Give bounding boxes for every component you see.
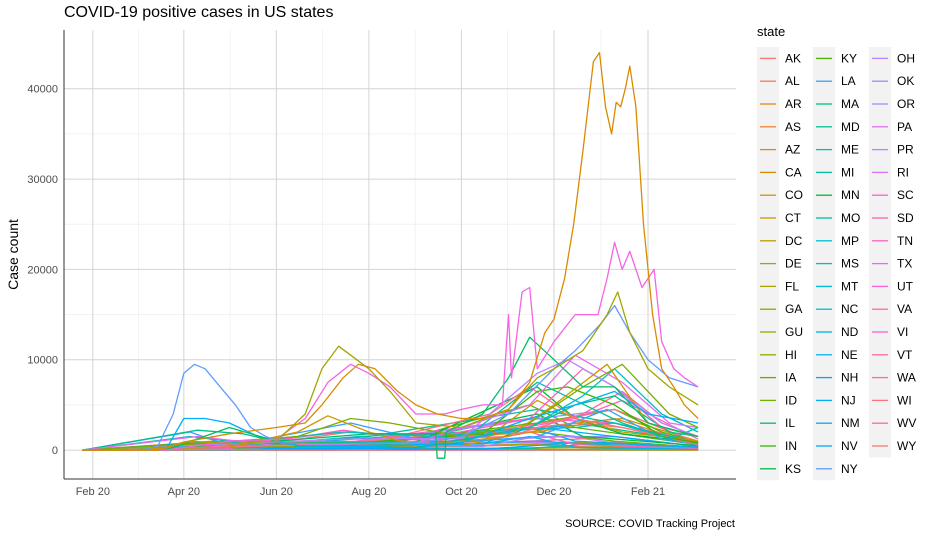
series-line-ny	[82, 304, 699, 451]
legend-label-nh: NH	[841, 371, 858, 385]
y-tick-label: 40000	[27, 84, 58, 96]
legend-label-sd: SD	[897, 211, 914, 225]
series-line-il	[82, 336, 699, 459]
legend-label-me: ME	[841, 143, 859, 157]
legend-label-wi: WI	[897, 393, 912, 407]
legend-label-as: AS	[785, 120, 801, 134]
legend-label-ia: IA	[785, 371, 796, 385]
legend-label-sc: SC	[897, 188, 914, 202]
y-tick-label: 0	[52, 445, 58, 457]
legend-label-ms: MS	[841, 257, 859, 271]
y-tick-label: 10000	[27, 355, 58, 367]
legend-label-ny: NY	[841, 462, 858, 476]
x-tick-label: Jun 20	[260, 486, 293, 498]
legend-label-ok: OK	[897, 74, 914, 88]
legend-label-gu: GU	[785, 325, 803, 339]
x-tick-label: Apr 20	[168, 486, 200, 498]
legend-label-nj: NJ	[841, 393, 856, 407]
legend-label-pa: PA	[897, 120, 912, 134]
legend-label-mn: MN	[841, 188, 860, 202]
legend-label-id: ID	[785, 393, 797, 407]
legend-label-la: LA	[841, 74, 856, 88]
legend-label-nd: ND	[841, 325, 859, 339]
series-line-nj	[82, 390, 699, 451]
legend-label-nc: NC	[841, 302, 859, 316]
legend-label-co: CO	[785, 188, 803, 202]
caption: SOURCE: COVID Tracking Project	[565, 518, 735, 530]
legend-label-fl: FL	[785, 279, 799, 293]
x-tick-label: Dec 20	[537, 486, 572, 498]
legend-label-ak: AK	[785, 51, 801, 65]
axes: 0 10000 20000 30000 40000 Feb 20 Apr 20 Jun 20 A…	[5, 30, 736, 498]
x-tick-label: Oct 20	[445, 486, 477, 498]
legend-label-wa: WA	[897, 371, 916, 385]
chart-title: COVID-19 positive cases in US states	[64, 4, 334, 21]
legend-label-il: IL	[785, 416, 795, 430]
legend-label-hi: HI	[785, 348, 797, 362]
legend-label-ut: UT	[897, 279, 914, 293]
legend-label-ky: KY	[841, 51, 857, 65]
legend-label-ga: GA	[785, 302, 802, 316]
legend-label-vi: VI	[897, 325, 908, 339]
legend-label-de: DE	[785, 257, 802, 271]
legend-label-tn: TN	[897, 234, 913, 248]
y-axis-title: Case count	[5, 219, 21, 290]
y-tick-label: 30000	[27, 174, 58, 186]
legend-label-md: MD	[841, 120, 860, 134]
legend-label-ca: CA	[785, 165, 802, 179]
series-line-pa	[82, 354, 699, 451]
series-line-co	[82, 399, 699, 451]
legend-label-vt: VT	[897, 348, 913, 362]
series-line-mi	[82, 381, 699, 451]
grid-lines	[64, 30, 736, 479]
legend-label-oh: OH	[897, 51, 915, 65]
legend-label-mp: MP	[841, 234, 859, 248]
legend-label-dc: DC	[785, 234, 803, 248]
legend-label-wv: WV	[897, 416, 916, 430]
legend-label-or: OR	[897, 97, 915, 111]
series-line-ca	[82, 51, 699, 451]
legend-label-ma: MA	[841, 97, 859, 111]
legend-label-ri: RI	[897, 165, 909, 179]
series-line-az	[82, 363, 699, 451]
legend-label-al: AL	[785, 74, 800, 88]
legend-label-mo: MO	[841, 211, 860, 225]
legend-label-ar: AR	[785, 97, 802, 111]
legend-label-ne: NE	[841, 348, 858, 362]
series-lines	[82, 51, 699, 459]
series-line-tx	[82, 241, 699, 451]
legend: AK AL AR AS AZ CA CO CT DC DE FL GA GU HI IA ID IL IN KS KY…	[757, 47, 916, 481]
legend-label-nm: NM	[841, 416, 860, 430]
series-line-nc	[82, 368, 699, 451]
legend-label-ks: KS	[785, 462, 801, 476]
x-tick-label: Feb 20	[76, 486, 110, 498]
legend-title: state	[757, 24, 786, 39]
series-line-fl	[82, 291, 699, 451]
legend-label-ct: CT	[785, 211, 802, 225]
legend-label-tx: TX	[897, 257, 912, 271]
x-tick-label: Aug 20	[351, 486, 386, 498]
legend-label-mt: MT	[841, 279, 859, 293]
y-tick-label: 20000	[27, 264, 58, 276]
series-line-ct	[82, 417, 699, 451]
legend-label-nv: NV	[841, 439, 858, 453]
legend-label-va: VA	[897, 302, 912, 316]
legend-label-wy: WY	[897, 439, 916, 453]
legend-label-mi: MI	[841, 165, 854, 179]
x-tick-label: Feb 21	[631, 486, 665, 498]
legend-label-az: AZ	[785, 143, 800, 157]
legend-label-in: IN	[785, 439, 797, 453]
legend-label-pr: PR	[897, 143, 914, 157]
legend-key-background	[869, 47, 891, 458]
